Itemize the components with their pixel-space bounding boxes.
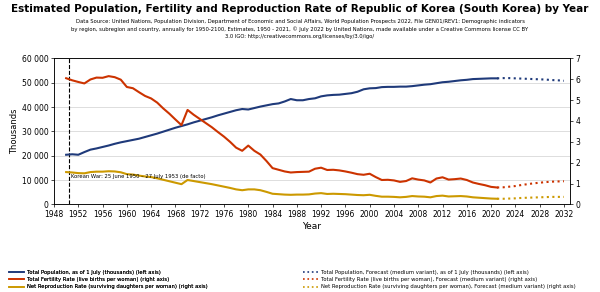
X-axis label: Year: Year — [302, 222, 322, 231]
Text: Estimated Population, Fertility and Reproduction Rate of Republic of Korea (Sout: Estimated Population, Fertility and Repr… — [11, 4, 589, 14]
Text: Korean War: 25 June 1950 – 27 July 1953 (de facto): Korean War: 25 June 1950 – 27 July 1953 … — [71, 174, 206, 179]
Y-axis label: Thousands: Thousands — [10, 109, 19, 154]
Legend: Total Population, Forecast (medium variant), as of 1 July (thousands) (left axis: Total Population, Forecast (medium varia… — [302, 270, 575, 289]
Legend: Total Population, as of 1 July (thousands) (left axis), Total Fertility Rate (li: Total Population, as of 1 July (thousand… — [8, 270, 208, 289]
Text: Data Source: United Nations, Population Division, Department of Economic and Soc: Data Source: United Nations, Population … — [71, 19, 529, 39]
